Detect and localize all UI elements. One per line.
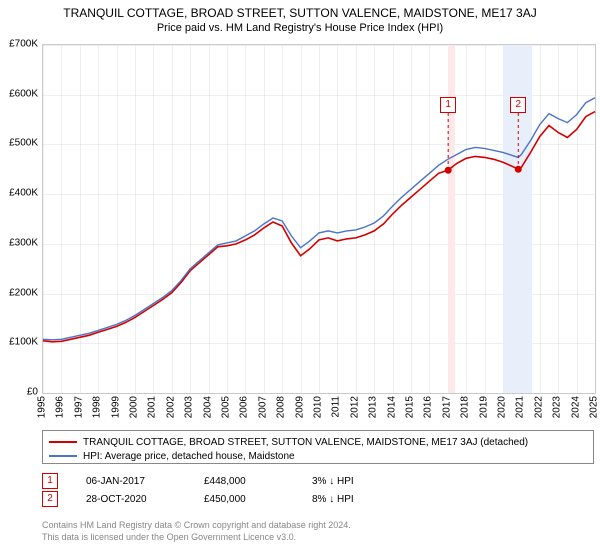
legend-swatch: [49, 441, 77, 443]
x-tick-label: 2016: [423, 396, 434, 418]
chart-plot-area: 12: [42, 44, 596, 394]
y-tick-label: £600K: [0, 88, 38, 99]
sale-marker-badge: 1: [440, 97, 456, 113]
x-tick-label: 1998: [92, 396, 103, 418]
sale-marker-dot: [445, 167, 452, 174]
legend-item: HPI: Average price, detached house, Maid…: [49, 449, 587, 463]
x-tick-label: 2007: [257, 396, 268, 418]
x-tick-label: 1996: [55, 396, 66, 418]
x-tick-label: 2009: [294, 396, 305, 418]
y-tick-label: £100K: [0, 337, 38, 348]
x-tick-label: 1997: [73, 396, 84, 418]
sale-price: £450,000: [204, 494, 284, 505]
y-tick-label: £300K: [0, 237, 38, 248]
legend-item: TRANQUIL COTTAGE, BROAD STREET, SUTTON V…: [49, 435, 587, 449]
x-tick-label: 1995: [37, 396, 48, 418]
legend-box: TRANQUIL COTTAGE, BROAD STREET, SUTTON V…: [42, 430, 594, 464]
x-tick-label: 2002: [165, 396, 176, 418]
x-tick-label: 2006: [239, 396, 250, 418]
x-tick-label: 2022: [533, 396, 544, 418]
x-tick-label: 1999: [110, 396, 121, 418]
sale-delta: 8% ↓ HPI: [312, 494, 354, 505]
x-tick-label: 2014: [386, 396, 397, 418]
sale-price: £448,000: [204, 476, 284, 487]
x-tick-label: 2020: [497, 396, 508, 418]
series-line: [43, 98, 595, 340]
chart-title: TRANQUIL COTTAGE, BROAD STREET, SUTTON V…: [0, 0, 600, 20]
x-tick-label: 2000: [129, 396, 140, 418]
sale-row: 2 28-OCT-2020 £450,000 8% ↓ HPI: [42, 490, 354, 508]
legend-swatch: [49, 455, 77, 457]
y-tick-label: £400K: [0, 188, 38, 199]
sale-delta: 3% ↓ HPI: [312, 476, 354, 487]
legend-label: TRANQUIL COTTAGE, BROAD STREET, SUTTON V…: [83, 437, 528, 448]
sale-marker-badge: 2: [510, 97, 526, 113]
sale-date: 28-OCT-2020: [86, 494, 176, 505]
x-tick-label: 2012: [349, 396, 360, 418]
sale-row-badge: 1: [42, 473, 58, 489]
x-tick-label: 2013: [368, 396, 379, 418]
series-line: [43, 112, 595, 342]
x-tick-label: 2001: [147, 396, 158, 418]
x-tick-label: 2017: [441, 396, 452, 418]
chart-subtitle: Price paid vs. HM Land Registry's House …: [0, 20, 600, 34]
y-tick-label: £0: [0, 387, 38, 398]
x-tick-label: 2005: [221, 396, 232, 418]
x-tick-label: 2004: [202, 396, 213, 418]
x-tick-label: 2011: [331, 396, 342, 418]
x-tick-label: 2003: [184, 396, 195, 418]
sale-date: 06-JAN-2017: [86, 476, 176, 487]
sales-table: 1 06-JAN-2017 £448,000 3% ↓ HPI 2 28-OCT-2020…: [42, 472, 354, 508]
y-tick-label: £700K: [0, 39, 38, 50]
footer-line-2: This data is licensed under the Open Gov…: [42, 532, 351, 544]
sale-marker-dot: [515, 166, 522, 173]
sale-row-badge: 2: [42, 491, 58, 507]
attribution-footer: Contains HM Land Registry data © Crown c…: [42, 520, 351, 543]
x-tick-label: 2021: [515, 396, 526, 418]
x-tick-label: 2015: [405, 396, 416, 418]
x-tick-label: 2024: [570, 396, 581, 418]
y-tick-label: £200K: [0, 287, 38, 298]
x-tick-label: 2010: [313, 396, 324, 418]
sale-row: 1 06-JAN-2017 £448,000 3% ↓ HPI: [42, 472, 354, 490]
x-tick-label: 2018: [460, 396, 471, 418]
footer-line-1: Contains HM Land Registry data © Crown c…: [42, 520, 351, 532]
legend-label: HPI: Average price, detached house, Maid…: [83, 451, 295, 462]
y-tick-label: £500K: [0, 138, 38, 149]
x-tick-label: 2008: [276, 396, 287, 418]
x-tick-label: 2025: [589, 396, 600, 418]
x-tick-label: 2019: [478, 396, 489, 418]
x-tick-label: 2023: [552, 396, 563, 418]
